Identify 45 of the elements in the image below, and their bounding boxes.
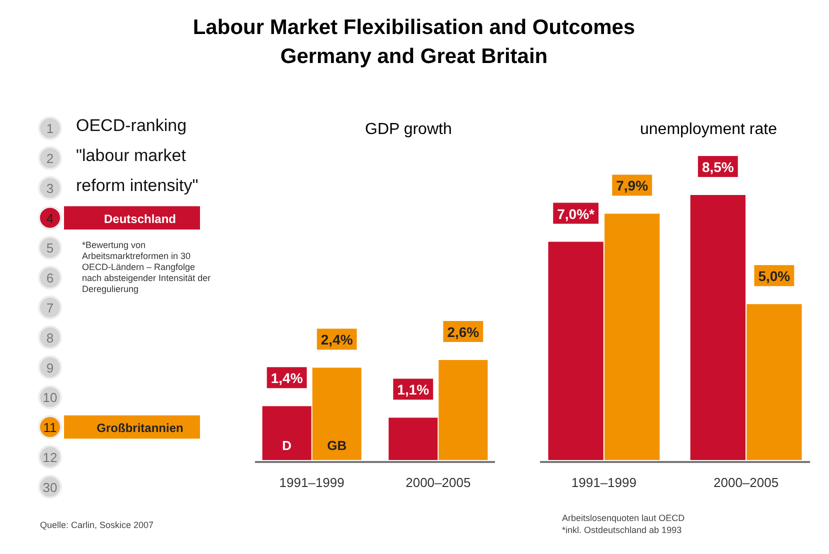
data-label: 7,9% <box>616 178 649 194</box>
y-tick-label: 1 <box>46 121 54 136</box>
bar <box>548 242 604 460</box>
y-tick-label: 12 <box>42 450 58 465</box>
y-tick-label: 9 <box>46 360 54 376</box>
text: *inkl. Ostdeutschland ab 1993 <box>562 525 682 535</box>
x-tick-label: 2000–2005 <box>714 475 779 490</box>
bar <box>438 360 488 460</box>
bar <box>262 406 312 460</box>
x-tick-label: 2000–2005 <box>406 475 471 490</box>
data-label: 7,0%* <box>557 206 596 222</box>
y-tick-label: 10 <box>42 390 58 406</box>
series-label: GB <box>327 438 347 453</box>
text: Arbeitslosenquoten laut OECD <box>562 513 686 523</box>
y-tick-label: 5 <box>46 240 54 256</box>
x-tick-label: 1991–1999 <box>571 475 636 490</box>
y-tick-label: 30 <box>42 480 58 495</box>
data-label: 2,4% <box>320 332 354 348</box>
data-label: 1,4% <box>270 370 304 386</box>
series-label: Großbritannien <box>96 421 184 436</box>
x-tick-label: 1991–1999 <box>279 475 344 490</box>
data-label: 8,5% <box>702 159 734 175</box>
text: Labour Market Flexibilisation and Outcomes Germany and Great Britain <box>192 16 636 68</box>
text: OECD-ranking "labour market reform intensity" <box>76 116 198 195</box>
annotation: *Bewertung von Arbeitsmarktreformen in 30 OECD-Ländern – Rangfolge nach absteigender Intensität der Deregulierung <box>82 240 211 294</box>
y-tick-label: 3 <box>46 180 54 196</box>
series-label: D <box>282 438 292 453</box>
y-tick-label: 2 <box>46 151 54 166</box>
source-note: Quelle: Carlin, Soskice 2007 <box>40 520 154 530</box>
bar <box>746 304 802 460</box>
chart-title: GDP growth <box>365 121 452 138</box>
data-label: 1,1% <box>397 382 430 398</box>
data-label: 2,6% <box>447 324 480 340</box>
data-label: 5,0% <box>758 268 791 284</box>
y-tick-label: 7 <box>46 300 54 316</box>
y-tick-label: 6 <box>46 270 54 286</box>
series-label: Deutschland <box>104 212 176 226</box>
y-tick-label: 11 <box>43 420 57 436</box>
bar <box>690 195 746 460</box>
y-tick-label: 4 <box>46 210 54 226</box>
y-tick-label: 8 <box>46 330 54 346</box>
bar <box>388 418 438 460</box>
bar <box>312 368 362 460</box>
bar <box>604 214 660 460</box>
chart-title: unemployment rate <box>640 121 778 138</box>
